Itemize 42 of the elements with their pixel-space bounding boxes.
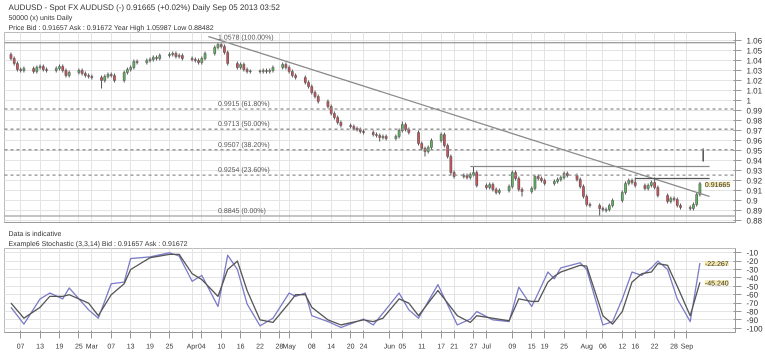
candlestick xyxy=(213,45,216,56)
candlestick xyxy=(100,75,103,89)
candlestick xyxy=(676,197,679,208)
y-tick-label: 0.98 xyxy=(746,116,763,126)
y-tick-label: 0.95 xyxy=(746,146,763,156)
y-tick-label: 0.93 xyxy=(746,166,763,176)
y-tick-label: -10 xyxy=(746,248,759,258)
y-tick-label: 0.88 xyxy=(746,216,763,226)
y-tick-label: -80 xyxy=(746,308,759,316)
y-tick-label: 0.97 xyxy=(746,126,763,136)
y-tick-label: 0.89 xyxy=(746,206,763,216)
candlestick xyxy=(430,138,433,150)
candlestick xyxy=(666,193,669,204)
candlestick xyxy=(310,84,314,95)
y-tick-label: -100 xyxy=(746,324,764,334)
candlestick xyxy=(122,70,126,83)
y-tick-label: 1.04 xyxy=(746,56,763,66)
y-tick-label: -90 xyxy=(746,316,759,325)
y-tick-label: 1.06 xyxy=(746,36,763,46)
y-tick-label: 0.94 xyxy=(746,156,763,166)
candlestick xyxy=(440,132,443,143)
candlestick xyxy=(132,59,136,70)
candlestick xyxy=(598,203,601,216)
y-tick-label: 0.96 xyxy=(746,136,763,146)
y-tick-label: -30 xyxy=(746,266,759,274)
candlestick xyxy=(475,170,478,188)
y-tick-label: 1.01 xyxy=(746,86,763,96)
y-tick-label: -70 xyxy=(746,299,759,308)
y-tick-label: 0.91 xyxy=(746,186,763,196)
y-tick-label: -20 xyxy=(746,257,759,266)
y-tick-label: 0.99 xyxy=(746,106,763,116)
chart-title: AUDUSD - Spot FX AUDUSD (-) 0.91665 (+0.02%) Daily Sep 05 2013 03:52 xyxy=(8,3,281,12)
y-tick-label: 1.02 xyxy=(746,76,763,86)
y-tick-label: 1 xyxy=(746,96,752,106)
y-tick-label: 1.03 xyxy=(746,66,763,76)
y-tick-label: -60 xyxy=(746,290,759,300)
candlestick xyxy=(510,170,514,189)
y-tick-label: -50 xyxy=(746,282,759,292)
y-tick-label: 1.05 xyxy=(746,46,763,56)
y-tick-label: 0.9 xyxy=(746,196,758,206)
y-tick-label: -40 xyxy=(746,274,759,283)
y-tick-label: 0.92 xyxy=(746,176,763,186)
